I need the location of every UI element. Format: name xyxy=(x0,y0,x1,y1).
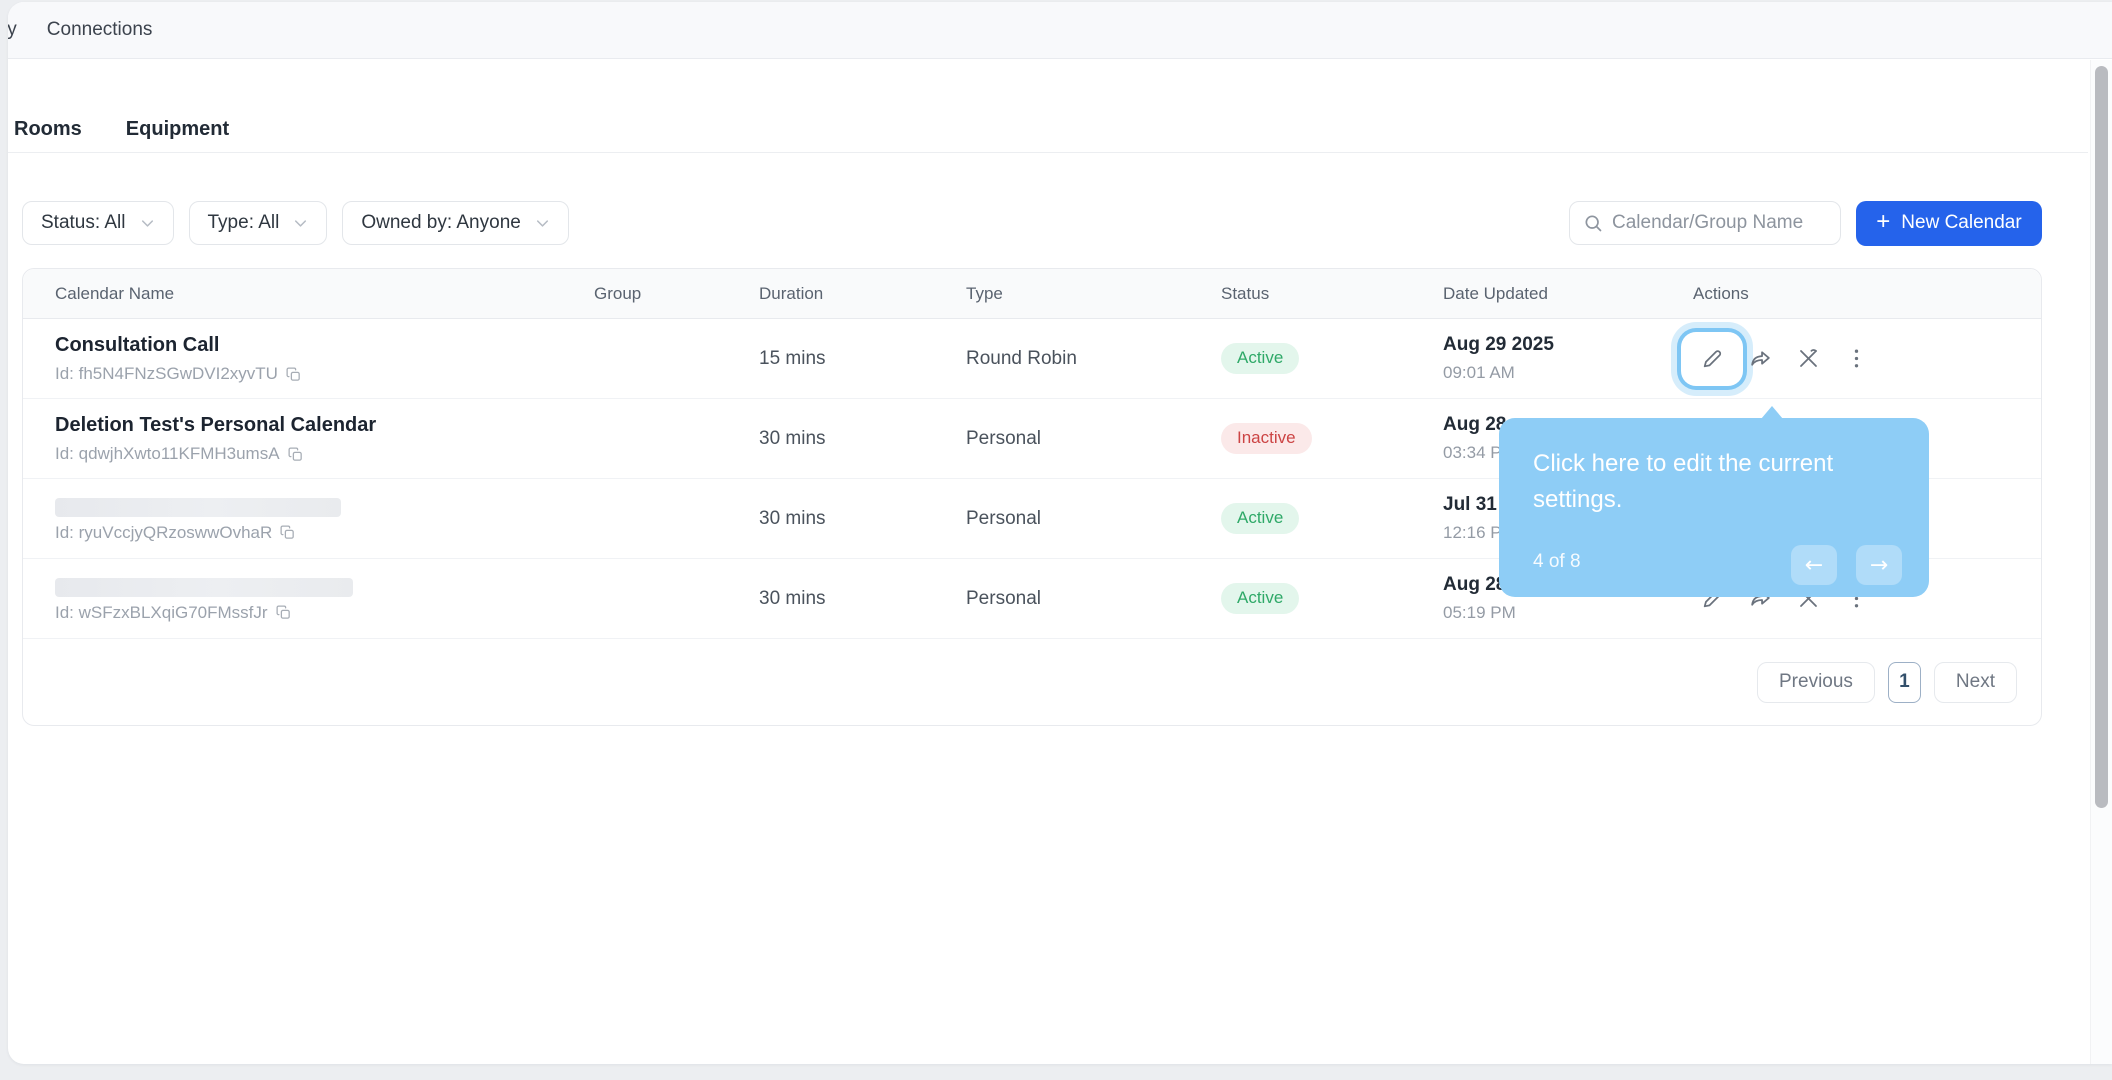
search-field xyxy=(1569,201,1841,245)
col-date-updated: Date Updated xyxy=(1443,283,1548,303)
type-cell: Personal xyxy=(966,427,1041,449)
tour-prev-button[interactable]: ← xyxy=(1791,545,1837,585)
filter-status[interactable]: Status: All xyxy=(22,201,174,245)
filter-owned-by-label: Owned by: Anyone xyxy=(361,212,521,233)
nav-item-connections[interactable]: Connections xyxy=(46,19,153,40)
time-updated: 09:01 AM xyxy=(1443,363,1515,382)
nav-item-clipped[interactable]: ty xyxy=(8,19,17,40)
share-button[interactable] xyxy=(1747,346,1773,372)
toolbar: Status: All Type: All Owned by: Anyone +… xyxy=(22,200,2042,246)
tab-divider xyxy=(8,152,2088,153)
current-page-indicator[interactable]: 1 xyxy=(1887,661,1921,703)
calendar-id: Id: qdwjhXwto11KFMH3umsA xyxy=(55,444,280,463)
chevron-down-icon xyxy=(141,219,153,227)
chevron-down-icon xyxy=(295,219,307,227)
redacted-name-bar xyxy=(55,497,341,517)
time-updated: 03:34 P xyxy=(1443,443,1502,462)
col-calendar-name: Calendar Name xyxy=(55,283,175,303)
calendar-id: Id: ryuVccjyQRzoswwOvhaR xyxy=(55,522,273,542)
calendar-name-cell: Deletion Test's Personal Calendar Id: qd… xyxy=(23,413,594,464)
calendar-name-cell: Id: ryuVccjyQRzoswwOvhaR xyxy=(23,495,594,543)
redacted-name-bar xyxy=(55,577,353,597)
filter-owned-by[interactable]: Owned by: Anyone xyxy=(342,201,569,245)
calendar-id: Id: wSFzxBLXqiG70FMssfJr xyxy=(55,602,268,622)
time-updated: 12:16 P xyxy=(1443,523,1502,542)
calendar-id: Id: fh5N4FNzSGwDVI2xyvTU xyxy=(55,364,278,383)
time-updated: 05:19 PM xyxy=(1443,603,1516,622)
date-updated: Aug 28 xyxy=(1443,574,1507,595)
type-cell: Personal xyxy=(966,507,1041,529)
status-badge: Active xyxy=(1221,503,1300,534)
filter-type-label: Type: All xyxy=(207,212,280,233)
tab-equipment[interactable]: Equipment xyxy=(125,118,230,140)
status-badge: Inactive xyxy=(1221,423,1312,454)
calendar-title: Deletion Test's Personal Calendar xyxy=(55,414,377,436)
app-window: ty Connections Rooms Equipment Status: A… xyxy=(8,2,2112,1064)
date-updated: Jul 31 xyxy=(1443,494,1497,515)
arrow-right-icon: → xyxy=(1869,552,1889,578)
table-row: Consultation Call Id: fh5N4FNzSGwDVI2xyv… xyxy=(23,319,2041,399)
tab-bar: Rooms Equipment xyxy=(14,116,229,142)
copy-icon[interactable] xyxy=(287,446,304,463)
type-cell: Round Robin xyxy=(966,347,1077,369)
new-calendar-button[interactable]: + New Calendar xyxy=(1856,200,2042,246)
type-cell: Personal xyxy=(966,587,1041,609)
date-updated: Aug 28 xyxy=(1443,414,1507,435)
tour-next-button[interactable]: → xyxy=(1856,545,1902,585)
status-badge: Active xyxy=(1221,343,1300,374)
col-type: Type xyxy=(966,283,1003,303)
duration-cell: 30 mins xyxy=(759,427,826,449)
tooltip-caret-icon xyxy=(1761,406,1783,419)
top-nav: ty Connections xyxy=(8,2,2112,59)
tools-icon xyxy=(1799,349,1817,367)
edit-button[interactable] xyxy=(1681,331,1743,386)
duration-cell: 15 mins xyxy=(759,347,826,369)
tour-highlight-ring xyxy=(1681,331,1743,386)
next-page-button[interactable]: Next xyxy=(1933,661,2017,703)
new-calendar-label: New Calendar xyxy=(1901,212,2022,233)
filter-type[interactable]: Type: All xyxy=(188,201,328,245)
calendar-name-cell: Id: wSFzxBLXqiG70FMssfJr xyxy=(23,575,594,623)
share-arrow-icon xyxy=(1750,351,1770,366)
duration-cell: 30 mins xyxy=(759,587,826,609)
kebab-menu-icon xyxy=(1854,349,1858,368)
col-status: Status xyxy=(1221,283,1270,303)
search-icon xyxy=(1585,215,1602,232)
table-header-row: Calendar Name Group Duration Type Status… xyxy=(23,269,2041,319)
calendar-name-cell: Consultation Call Id: fh5N4FNzSGwDVI2xyv… xyxy=(23,333,594,384)
tooltip-text: Click here to edit the current settings. xyxy=(1533,450,1834,513)
tooltip-step-counter: 4 of 8 xyxy=(1533,551,1581,572)
scrollbar-thumb[interactable] xyxy=(2095,66,2108,808)
col-duration: Duration xyxy=(759,283,824,303)
search-input[interactable] xyxy=(1612,212,1828,234)
table-row: Deletion Test's Personal Calendar Id: qd… xyxy=(23,399,2041,479)
copy-icon[interactable] xyxy=(275,604,292,621)
copy-icon[interactable] xyxy=(285,366,302,383)
previous-page-button[interactable]: Previous xyxy=(1757,661,1875,703)
actions-cell xyxy=(1681,331,2041,386)
copy-icon[interactable] xyxy=(279,524,296,541)
table-row: Id: ryuVccjyQRzoswwOvhaR 30 mins Persona… xyxy=(23,479,2041,559)
tab-rooms[interactable]: Rooms xyxy=(14,118,82,140)
tools-button[interactable] xyxy=(1795,346,1821,372)
col-group: Group xyxy=(594,283,642,303)
filter-status-label: Status: All xyxy=(41,212,126,233)
calendar-title: Consultation Call xyxy=(55,334,220,356)
pagination: Previous 1 Next xyxy=(23,639,2041,725)
col-actions: Actions xyxy=(1693,283,1749,303)
chevron-down-icon xyxy=(536,219,548,227)
tour-tooltip: Click here to edit the current settings.… xyxy=(1499,406,1929,597)
pencil-icon xyxy=(1703,350,1721,368)
plus-icon: + xyxy=(1876,208,1891,235)
arrow-left-icon: ← xyxy=(1804,552,1824,578)
scrollbar-track xyxy=(2090,60,2112,1064)
duration-cell: 30 mins xyxy=(759,507,826,529)
date-updated: Aug 29 2025 xyxy=(1443,334,1554,355)
status-badge: Active xyxy=(1221,583,1300,614)
more-options-button[interactable] xyxy=(1843,346,1869,372)
